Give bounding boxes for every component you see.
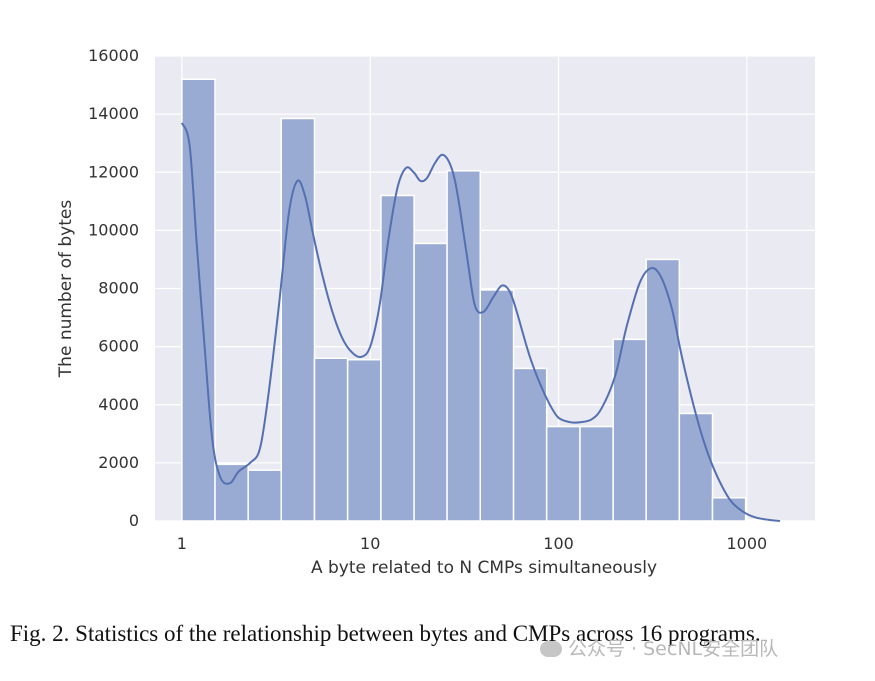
histogram-bar bbox=[612, 338, 647, 522]
y-tick-label: 8000 bbox=[98, 279, 139, 298]
histogram-bar bbox=[645, 258, 681, 522]
histogram-bar bbox=[678, 412, 714, 522]
histogram-bar bbox=[512, 367, 548, 522]
histogram-bar bbox=[280, 117, 316, 522]
wechat-icon bbox=[540, 641, 562, 657]
histogram-bar bbox=[214, 463, 249, 522]
y-axis-ticks: 0 2000 4000 6000 8000 10000 12000 14000 16000 bbox=[88, 46, 139, 530]
histogram-bar bbox=[479, 289, 515, 522]
y-tick-label: 16000 bbox=[88, 46, 139, 65]
kde-curve bbox=[180, 122, 781, 522]
histogram-bar bbox=[346, 358, 382, 522]
y-tick-label: 2000 bbox=[98, 453, 139, 472]
x-tick-label: 100 bbox=[543, 534, 574, 553]
x-tick-label: 10 bbox=[360, 534, 380, 553]
histogram-bar bbox=[446, 170, 482, 522]
histogram-bar bbox=[247, 469, 282, 522]
figure-caption: Fig. 2. Statistics of the relationship b… bbox=[10, 621, 761, 646]
histogram-bar bbox=[413, 242, 448, 522]
x-tick-label: 1 bbox=[177, 534, 187, 553]
y-tick-label: 12000 bbox=[88, 162, 139, 181]
watermark-text: 公众号 · SecNL安全团队 bbox=[568, 638, 779, 660]
y-axis-label: The number of bytes bbox=[56, 200, 76, 379]
y-tick-label: 0 bbox=[129, 511, 139, 530]
x-axis-ticks: 1 10 100 1000 bbox=[177, 534, 767, 553]
histogram-bar bbox=[380, 194, 415, 522]
y-tick-label: 14000 bbox=[88, 104, 139, 123]
x-axis-label: A byte related to N CMPs simultaneously bbox=[311, 558, 657, 578]
histogram-bar bbox=[545, 425, 581, 522]
histogram-bar bbox=[313, 357, 349, 522]
y-tick-label: 6000 bbox=[98, 337, 139, 356]
histogram-bar bbox=[181, 78, 216, 522]
y-tick-label: 4000 bbox=[98, 395, 139, 414]
histogram-bars bbox=[181, 78, 780, 522]
x-tick-label: 1000 bbox=[727, 534, 768, 553]
y-tick-label: 10000 bbox=[88, 220, 139, 239]
watermark: 公众号 · SecNL安全团队 bbox=[540, 634, 778, 661]
histogram-bar bbox=[579, 425, 614, 522]
